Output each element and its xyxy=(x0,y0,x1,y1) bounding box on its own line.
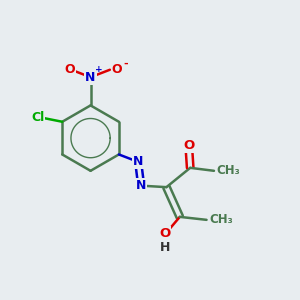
Text: O: O xyxy=(183,139,194,152)
Text: -: - xyxy=(123,59,128,69)
Text: CH₃: CH₃ xyxy=(216,164,240,177)
Text: H: H xyxy=(160,241,170,254)
Text: Cl: Cl xyxy=(31,111,44,124)
Text: CH₃: CH₃ xyxy=(209,213,233,226)
Text: N: N xyxy=(136,179,146,192)
Text: N: N xyxy=(85,71,96,84)
Text: +: + xyxy=(95,65,103,74)
Text: O: O xyxy=(159,227,171,240)
Text: O: O xyxy=(111,63,122,76)
Text: O: O xyxy=(64,63,75,76)
Text: N: N xyxy=(133,155,143,168)
